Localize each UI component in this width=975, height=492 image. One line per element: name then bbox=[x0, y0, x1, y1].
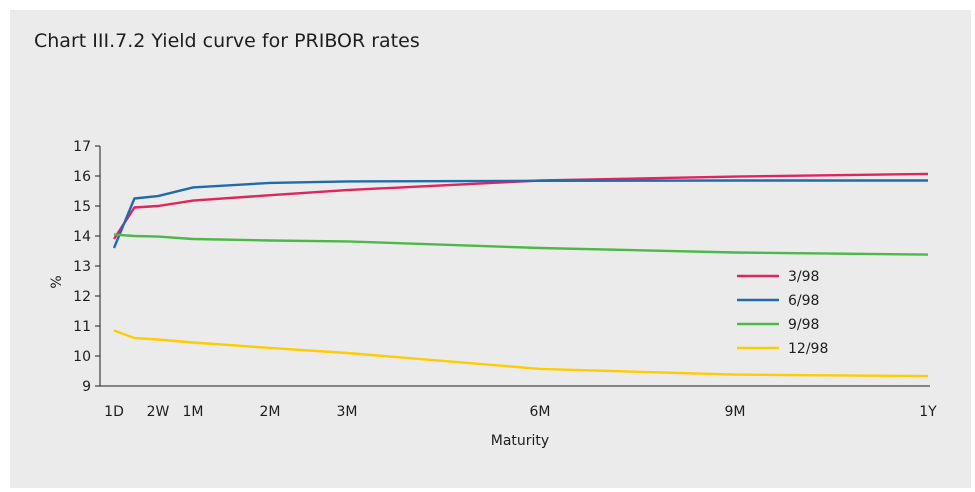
legend-label: 12/98 bbox=[788, 341, 828, 357]
y-tick-label: 9 bbox=[82, 379, 91, 395]
y-tick-label: 17 bbox=[73, 139, 91, 155]
y-tick-label: 13 bbox=[73, 259, 91, 275]
x-tick-label: 6M bbox=[530, 404, 551, 420]
chart-panel bbox=[10, 10, 971, 488]
y-tick-label: 14 bbox=[73, 229, 91, 245]
y-axis-label: % bbox=[49, 275, 65, 288]
legend-label: 6/98 bbox=[788, 293, 819, 309]
x-axis-label: Maturity bbox=[491, 433, 549, 449]
x-tick-label: 3M bbox=[337, 404, 358, 420]
x-tick-label: 1Y bbox=[919, 404, 937, 420]
series-lines bbox=[112, 172, 929, 378]
x-tick-label: 1D bbox=[104, 404, 124, 420]
chart-title: Chart III.7.2 Yield curve for PRIBOR rat… bbox=[34, 30, 420, 52]
axes: 9 10 11 12 13 14 15 16 17 1D 2W 1M 2M 3M 6M 9M 1Y Maturit… bbox=[49, 139, 937, 449]
legend-label: 3/98 bbox=[788, 269, 819, 285]
y-tick-label: 15 bbox=[73, 199, 91, 215]
y-tick-label: 11 bbox=[73, 319, 91, 335]
x-tick-label: 9M bbox=[725, 404, 746, 420]
x-tick-label: 2M bbox=[260, 404, 281, 420]
legend: 3/98 6/98 9/98 12/98 bbox=[737, 269, 828, 357]
y-tick-label: 12 bbox=[73, 289, 91, 305]
series-line-9-98 bbox=[113, 233, 929, 256]
series-line-12-98 bbox=[113, 329, 929, 378]
legend-label: 9/98 bbox=[788, 317, 819, 333]
series-line-3-98 bbox=[112, 172, 929, 240]
x-tick-label: 2W bbox=[147, 404, 170, 420]
y-tick-label: 16 bbox=[73, 169, 91, 185]
series-line-6-98 bbox=[112, 179, 928, 249]
x-tick-label: 1M bbox=[183, 404, 204, 420]
y-tick-label: 10 bbox=[73, 349, 91, 365]
